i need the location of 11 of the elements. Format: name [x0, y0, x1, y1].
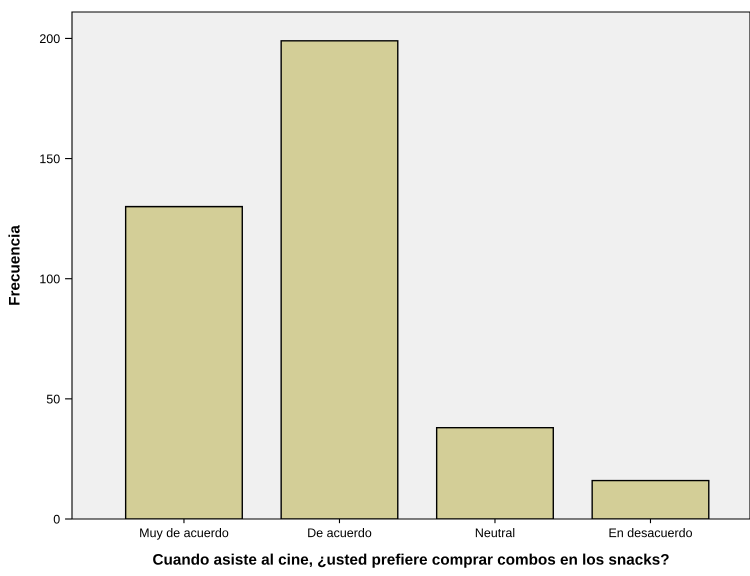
x-tick-label: Muy de acuerdo — [140, 528, 228, 540]
x-axis-title: Cuando asiste al cine, ¿usted prefiere comprar combos en los snacks? — [153, 554, 669, 568]
y-tick-label: 0 — [54, 514, 60, 524]
y-tick-label: 200 — [40, 34, 60, 44]
x-tick-label: De acuerdo — [308, 528, 372, 538]
y-tick-label: 50 — [46, 394, 60, 404]
y-tick-label: 100 — [40, 274, 60, 284]
x-tick-label: Neutral — [476, 528, 514, 538]
x-tick-label: En desacuerdo — [609, 528, 692, 538]
y-tick-label: 150 — [40, 154, 60, 164]
y-axis-title: Frecuencia — [8, 225, 20, 305]
